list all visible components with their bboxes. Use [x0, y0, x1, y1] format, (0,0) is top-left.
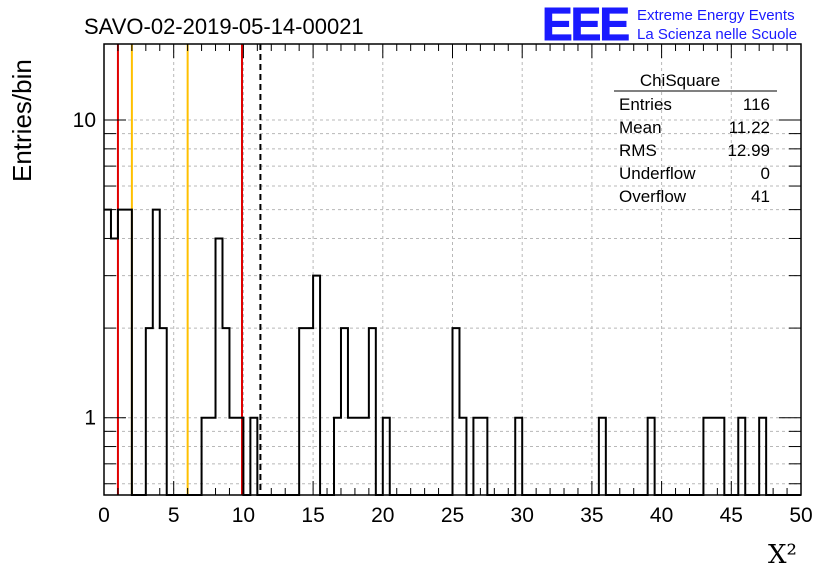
histogram-bin: [104, 210, 111, 495]
histogram-bin: [229, 418, 236, 495]
logo-line2: La Scienza nelle Scuole: [637, 26, 797, 43]
stats-title: ChiSquare: [640, 71, 720, 90]
histogram-bins: [104, 210, 766, 495]
histogram-bin: [453, 328, 460, 495]
stats-label: Overflow: [619, 187, 687, 206]
histogram-bin: [717, 418, 724, 495]
y-tick-labels: 1 10: [73, 109, 96, 430]
histogram-bin: [459, 418, 466, 495]
stats-box: ChiSquare Entries 116 Mean 11.22 RMS 12.99 Und…: [614, 71, 777, 206]
histogram-bin: [738, 418, 745, 495]
y-axis-label: Entries/bin: [7, 59, 37, 182]
histogram-bin: [222, 328, 229, 495]
histogram-bin: [383, 418, 390, 495]
x-tick-label: 5: [168, 504, 180, 527]
histogram-bin: [355, 418, 362, 495]
x-axis-label: X²: [768, 540, 797, 570]
histogram-bin: [473, 418, 480, 495]
histogram-bin: [362, 418, 369, 495]
y-tick-label: 10: [73, 109, 96, 132]
histogram-bin: [710, 418, 717, 495]
histogram-bin: [313, 276, 320, 495]
histogram-bin: [111, 238, 118, 495]
stats-value: 116: [743, 95, 770, 114]
histogram-bin: [118, 210, 125, 495]
histogram-bin: [160, 328, 167, 495]
histogram-bin: [480, 418, 487, 495]
x-tick-label: 45: [720, 504, 743, 527]
stats-label: RMS: [619, 141, 657, 160]
x-tick-label: 0: [98, 504, 110, 527]
stats-label: Underflow: [619, 164, 696, 183]
eee-logo: EEE: [542, 0, 628, 50]
histogram-bin: [125, 210, 132, 495]
histogram-bin: [153, 210, 160, 495]
histogram-bin: [146, 328, 153, 495]
stats-value: 0: [761, 164, 770, 183]
histogram-bin: [599, 418, 606, 495]
chart-title: SAVO-02-2019-05-14-00021: [84, 14, 364, 39]
histogram-bin: [648, 418, 655, 495]
stats-label: Entries: [619, 95, 672, 114]
x-tick-label: 30: [511, 504, 534, 527]
histogram-bin: [236, 418, 243, 495]
x-tick-label: 50: [789, 504, 812, 527]
histogram-bin: [299, 328, 306, 495]
x-tick-label: 15: [301, 504, 324, 527]
histogram-bin: [334, 418, 341, 495]
x-tick-label: 10: [232, 504, 255, 527]
histogram-bin: [759, 418, 766, 495]
x-tick-labels: 0 5 10 15 20 25 30 35 40 45 50: [98, 504, 813, 527]
histogram-bin: [348, 418, 355, 495]
histogram-bin: [306, 328, 313, 495]
x-tick-label: 25: [441, 504, 464, 527]
histogram-bin: [341, 328, 348, 495]
logo-line1: Extreme Energy Events: [637, 7, 795, 24]
stats-label: Mean: [619, 118, 662, 137]
histogram-bin: [250, 418, 257, 495]
histogram-bin: [202, 418, 209, 495]
x-tick-label: 35: [580, 504, 603, 527]
stats-value: 11.22: [729, 118, 770, 137]
histogram-bin: [216, 238, 223, 495]
histogram-bin: [369, 328, 376, 495]
stats-value: 41: [751, 187, 770, 206]
x-tick-label: 20: [371, 504, 394, 527]
axis-ticks: [103, 44, 802, 495]
stats-value: 12.99: [727, 141, 770, 160]
stats-rows: Entries 116 Mean 11.22 RMS 12.99 Underflow 0 Ove…: [619, 95, 770, 206]
histogram-bin: [209, 418, 216, 495]
histogram-bin: [515, 418, 522, 495]
y-tick-label: 1: [84, 407, 96, 430]
x-tick-label: 40: [650, 504, 673, 527]
histogram-bin: [703, 418, 710, 495]
